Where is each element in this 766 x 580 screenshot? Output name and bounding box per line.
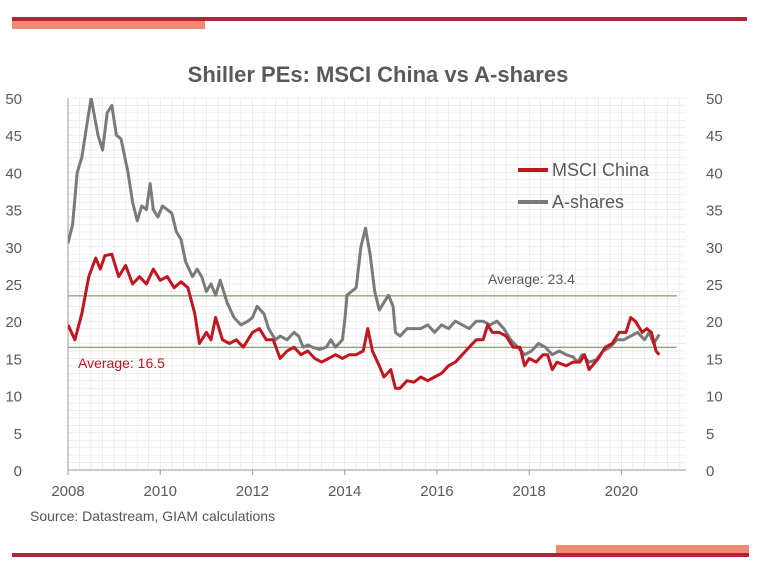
series-line-a-shares bbox=[68, 98, 661, 364]
x-tick-label: 2012 bbox=[236, 483, 269, 500]
x-tick-label: 2020 bbox=[605, 483, 638, 500]
x-tick-label: 2018 bbox=[513, 483, 546, 500]
y-tick-label-right: 20 bbox=[706, 314, 723, 331]
y-tick-label-right: 35 bbox=[706, 203, 723, 220]
y-tick-label-right: 0 bbox=[706, 463, 714, 480]
top-rule-accent bbox=[12, 21, 205, 29]
x-tick-label: 2014 bbox=[328, 483, 361, 500]
average-label: Average: 23.4 bbox=[488, 271, 575, 287]
legend-label: MSCI China bbox=[552, 160, 650, 180]
y-tick-label-right: 50 bbox=[706, 91, 723, 108]
y-tick-label-right: 40 bbox=[706, 165, 723, 182]
source-note: Source: Datastream, GIAM calculations bbox=[30, 508, 276, 524]
x-tick-label: 2008 bbox=[51, 483, 84, 500]
y-tick-label-left: 10 bbox=[5, 389, 22, 406]
chart-title: Shiller PEs: MSCI China vs A-shares bbox=[188, 62, 569, 87]
bottom-rule-dark bbox=[12, 553, 749, 557]
top-rule-dark bbox=[12, 17, 747, 21]
series bbox=[68, 98, 661, 390]
y-tick-label-right: 30 bbox=[706, 240, 723, 257]
y-tick-label-left: 15 bbox=[5, 351, 22, 368]
y-tick-label-right: 15 bbox=[706, 351, 723, 368]
x-tick-label: 2016 bbox=[420, 483, 453, 500]
legend: MSCI China A-shares bbox=[518, 160, 650, 212]
y-tick-label-left: 40 bbox=[5, 165, 22, 182]
y-tick-label-left: 0 bbox=[14, 463, 22, 480]
legend-label: A-shares bbox=[552, 192, 624, 212]
y-tick-label-left: 45 bbox=[5, 128, 22, 145]
bottom-rule-accent bbox=[556, 545, 749, 553]
y-tick-label-right: 25 bbox=[706, 277, 723, 294]
y-tick-label-left: 50 bbox=[5, 91, 22, 108]
grid bbox=[67, 97, 686, 471]
y-tick-label-right: 10 bbox=[706, 389, 723, 406]
y-tick-label-left: 5 bbox=[14, 426, 22, 443]
y-tick-label-right: 45 bbox=[706, 128, 723, 145]
y-tick-label-left: 20 bbox=[5, 314, 22, 331]
chart: Shiller PEs: MSCI China vs A-shares Aver… bbox=[5, 62, 722, 500]
series-line-msci-china bbox=[68, 252, 661, 390]
y-tick-label-right: 5 bbox=[706, 426, 714, 443]
y-tick-label-left: 30 bbox=[5, 240, 22, 257]
y-tick-label-left: 35 bbox=[5, 203, 22, 220]
y-tick-label-left: 25 bbox=[5, 277, 22, 294]
x-tick-label: 2010 bbox=[144, 483, 177, 500]
average-label: Average: 16.5 bbox=[78, 355, 165, 371]
